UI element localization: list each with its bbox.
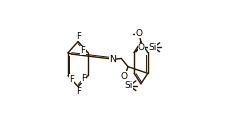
Text: O: O: [137, 43, 144, 52]
Text: F: F: [80, 46, 85, 55]
Text: N: N: [108, 55, 115, 64]
Text: F: F: [81, 74, 86, 83]
Text: Si: Si: [124, 81, 132, 90]
Text: Si: Si: [148, 43, 156, 52]
Text: O: O: [135, 29, 142, 38]
Text: F: F: [75, 87, 80, 96]
Text: F: F: [69, 75, 74, 84]
Text: O: O: [120, 72, 127, 81]
Text: F: F: [75, 32, 80, 41]
